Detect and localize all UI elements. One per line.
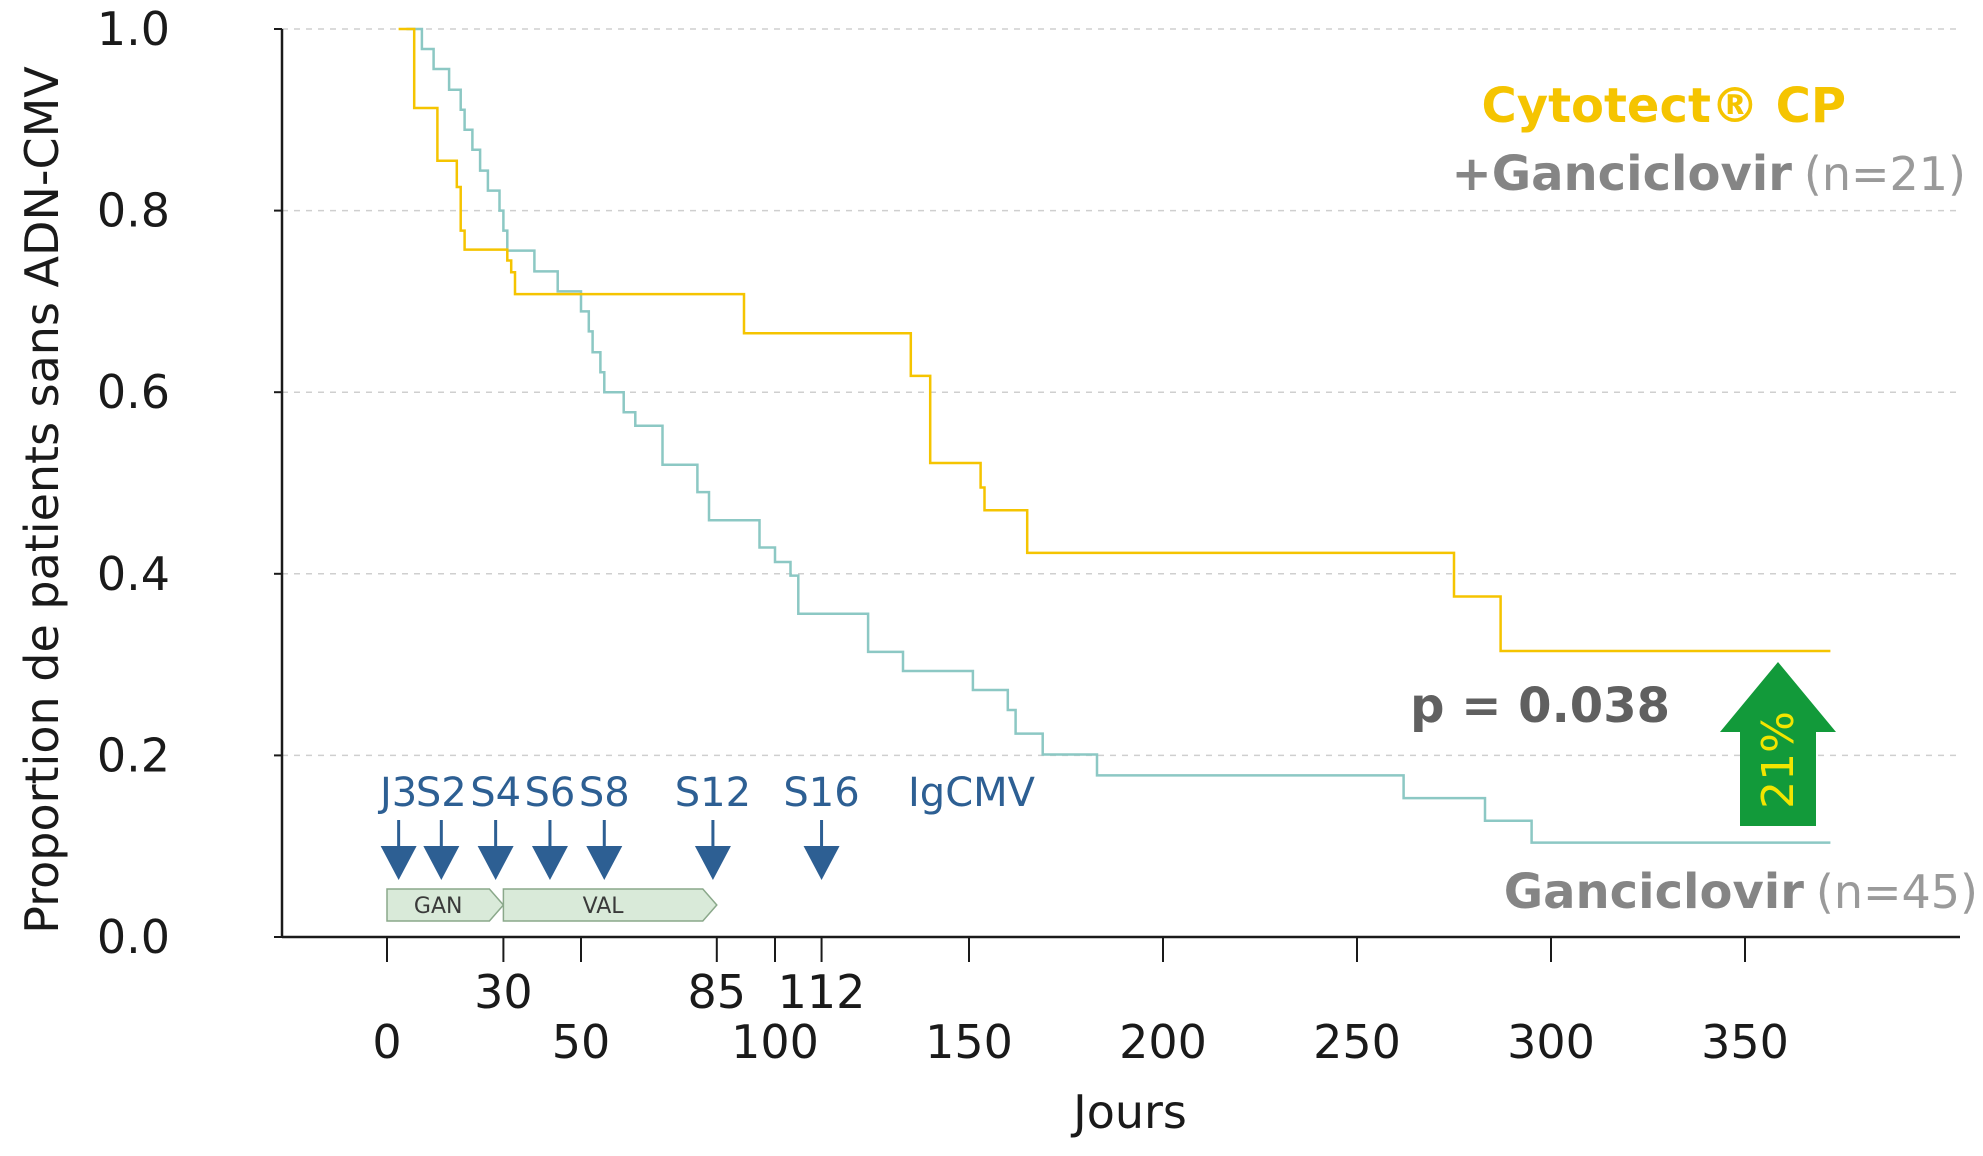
schedule-arrow-head <box>694 846 731 880</box>
legend-ganciclovir-name: Ganciclovir <box>1504 864 1804 920</box>
x-tick-label: 0 <box>372 1015 401 1069</box>
axes: 0.0 0.2 0.4 0.6 0.8 1.0 0 50 100 150 200 250 300 350 3… <box>97 2 1960 1069</box>
legend-cytotect-title: Cytotect® CP <box>1482 78 1846 134</box>
schedule-arrow-head <box>477 846 514 880</box>
p-value: p = 0.038 <box>1410 678 1670 734</box>
legend-cytotect-n: (n=21) <box>1804 147 1966 201</box>
difference-arrow-shape <box>1720 662 1836 826</box>
y-tick-label: 0.0 <box>97 910 170 964</box>
x-tick-label: 50 <box>552 1015 611 1069</box>
difference-label: 21% <box>1753 711 1804 809</box>
schedule-arrow-head <box>423 846 460 880</box>
schedule-label: J3 <box>377 770 417 816</box>
phase-label: GAN <box>414 894 463 919</box>
phase-bar <box>502 888 718 922</box>
series-line-ganciclovir <box>406 27 1831 844</box>
schedule-arrow-head <box>531 846 568 880</box>
legend-cytotect-combo-name: +Ganciclovir <box>1451 146 1792 202</box>
x-tick-label: 250 <box>1313 1015 1401 1069</box>
legend-cytotect-combo: +Ganciclovir (n=21) <box>1451 146 1966 202</box>
phase-bar <box>386 888 505 922</box>
x-minor-tick-label: 112 <box>778 965 866 1019</box>
schedule-arrow-head <box>803 846 840 880</box>
y-tick-label: 0.8 <box>97 184 170 238</box>
y-tick-label: 0.4 <box>97 547 170 601</box>
x-tick-label: 300 <box>1507 1015 1595 1069</box>
schedule-label: S12 <box>675 770 751 816</box>
y-tick-label: 0.6 <box>97 365 170 419</box>
schedule-label: S4 <box>470 770 521 816</box>
x-axis-title: Jours <box>1070 1085 1187 1139</box>
schedule-arrow-head <box>586 846 623 880</box>
difference-arrow: 21% <box>1720 662 1836 826</box>
y-tick-label: 0.2 <box>97 728 170 782</box>
schedule-label: S16 <box>783 770 859 816</box>
schedule-title: IgCMV <box>908 770 1036 816</box>
x-minor-tick-label: 85 <box>688 965 747 1019</box>
phase-label: VAL <box>583 894 625 919</box>
schedule-arrow-head <box>380 846 417 880</box>
schedule-label: S6 <box>525 770 576 816</box>
y-tick-label: 1.0 <box>97 2 170 56</box>
x-tick-label: 350 <box>1701 1015 1789 1069</box>
series-line-cytotect <box>398 27 1831 653</box>
y-axis-title: Proportion de patients sans ADN-CMV <box>15 66 69 934</box>
series-layer <box>398 27 1831 844</box>
grid-lines <box>282 28 1960 757</box>
x-minor-tick-label: 30 <box>474 965 533 1019</box>
legend-ganciclovir-n: (n=45) <box>1816 865 1978 919</box>
legend-ganciclovir: Ganciclovir (n=45) <box>1504 864 1978 920</box>
x-tick-label: 100 <box>731 1015 819 1069</box>
x-tick-label: 200 <box>1119 1015 1207 1069</box>
schedule-label: S2 <box>416 770 467 816</box>
schedule-label: S8 <box>579 770 630 816</box>
x-tick-label: 150 <box>925 1015 1013 1069</box>
